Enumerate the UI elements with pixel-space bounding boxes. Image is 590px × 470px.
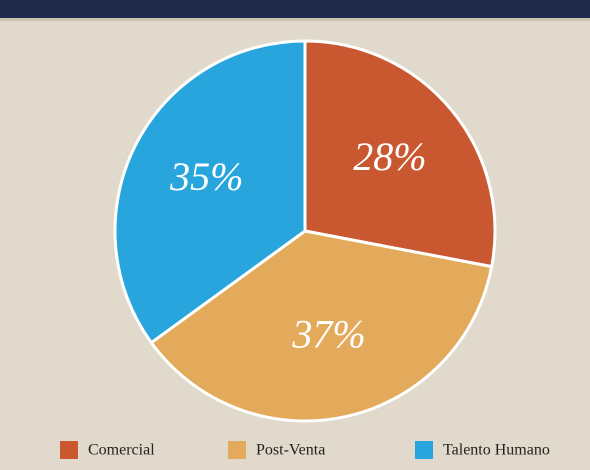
data-label: 37%	[291, 312, 365, 357]
data-label: 35%	[169, 154, 243, 199]
legend-swatch	[228, 441, 246, 459]
pie-slice	[113, 39, 307, 345]
legend-label: Comercial	[88, 442, 155, 459]
header-band	[0, 0, 590, 18]
data-label: 28%	[353, 134, 426, 179]
legend-label: Post-Venta	[256, 442, 325, 459]
legend-swatch	[415, 441, 433, 459]
pie-slice	[303, 39, 497, 269]
legend-label: Talento Humano	[443, 442, 550, 459]
pie-slice	[149, 229, 494, 423]
header-rule	[0, 18, 590, 21]
legend-swatch	[60, 441, 78, 459]
